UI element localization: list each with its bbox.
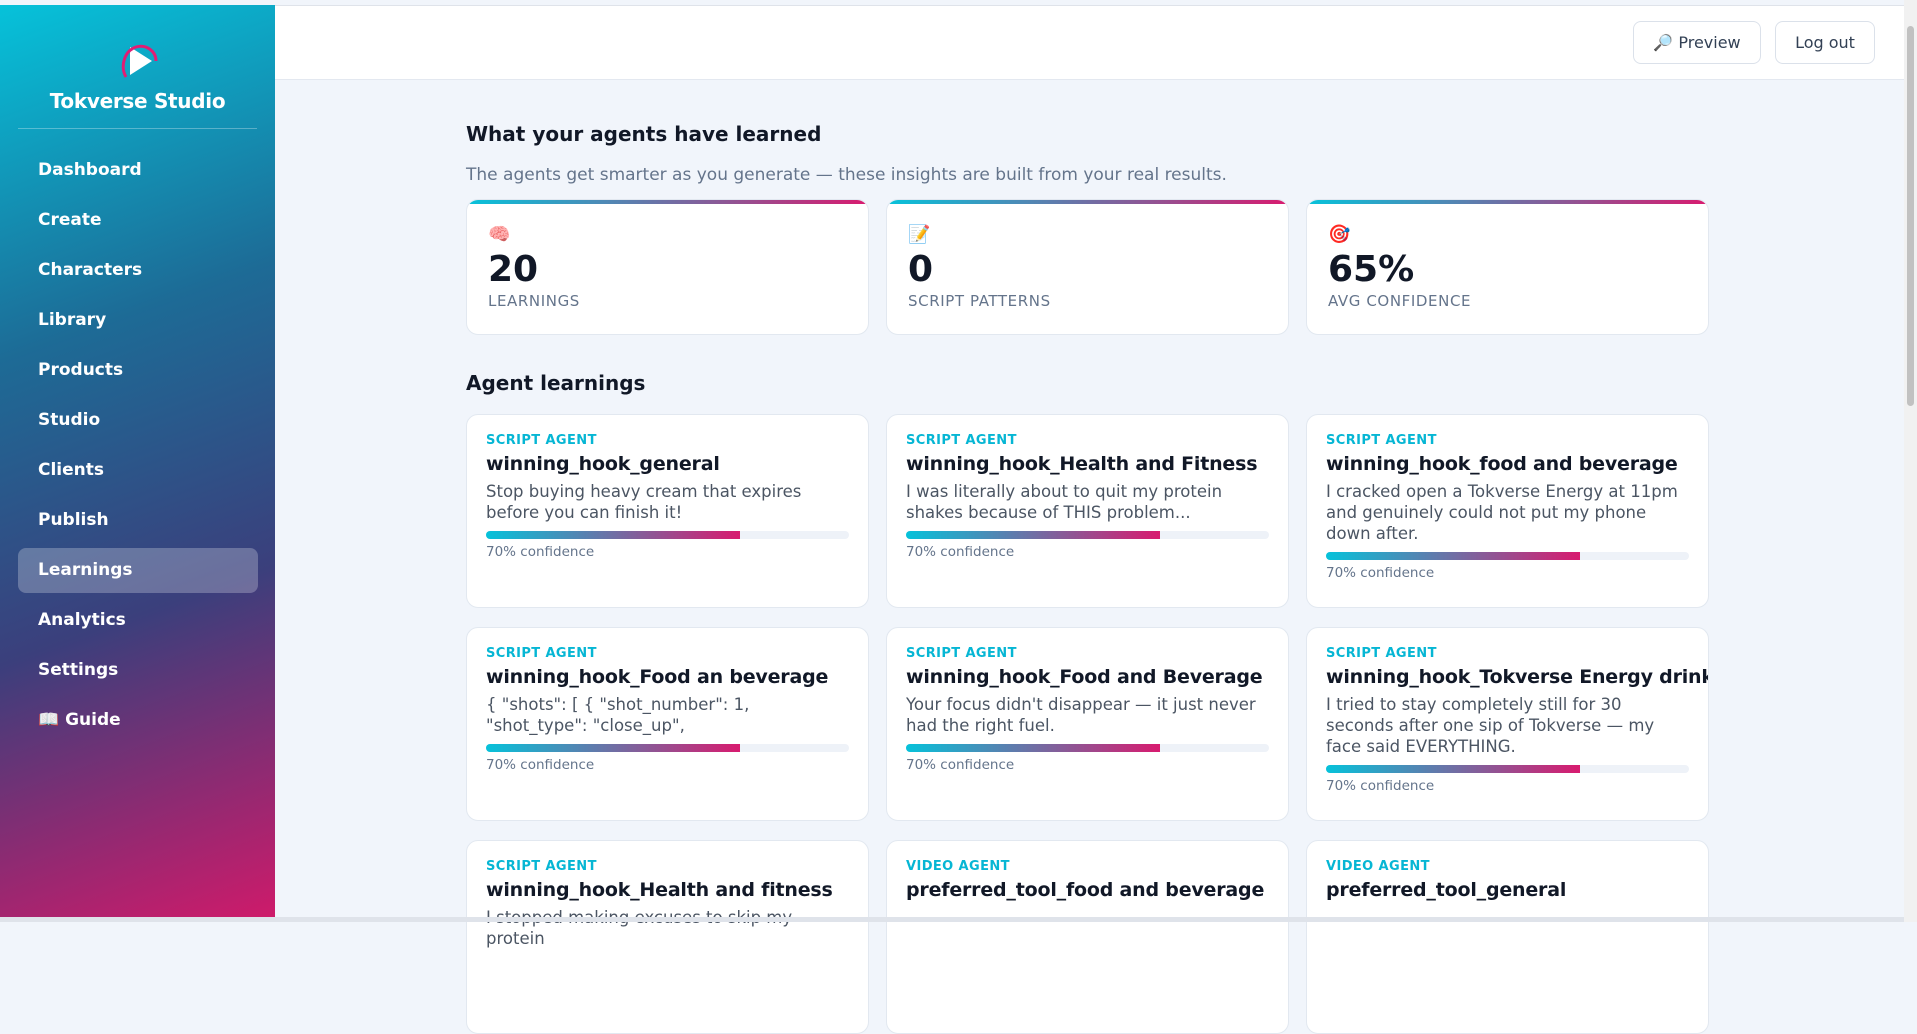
learning-card: SCRIPT AGENT winning_hook_Food an beverag…: [466, 627, 869, 821]
confidence-track: [1326, 552, 1689, 560]
confidence-label: 70% confidence: [1326, 778, 1435, 794]
agent-label: SCRIPT AGENT: [1326, 433, 1437, 448]
learning-title: winning_hook_food and beverage: [1326, 453, 1678, 475]
stat-value: 65%: [1328, 249, 1415, 290]
nav: Dashboard Create Characters Library Products…: [18, 148, 258, 748]
learning-text: I tried to stay completely still for 30 …: [1326, 695, 1655, 756]
logo: [121, 44, 158, 78]
logout-button[interactable]: Log out: [1775, 21, 1875, 64]
scroll-thumb[interactable]: [1907, 26, 1914, 406]
learning-title: winning_hook_Health and Fitness: [906, 453, 1258, 475]
stat-card: 🧠 20 LEARNINGS: [466, 199, 869, 335]
learning-card: SCRIPT AGENT winning_hook_Health and Fitn…: [886, 414, 1289, 608]
cards: SCRIPT AGENT winning_hook_general Stop buy…: [466, 414, 1709, 1034]
learning-text: Your focus didn't disappear — it just ne…: [906, 695, 1256, 735]
confidence-label: 70% confidence: [906, 544, 1015, 560]
nav-item[interactable]: Settings: [38, 660, 119, 680]
stat-label: LEARNINGS: [488, 292, 580, 310]
confidence-bar: [486, 744, 741, 752]
nav-item[interactable]: Analytics: [38, 610, 126, 630]
learning-card: VIDEO AGENT preferred_tool_general: [1306, 840, 1709, 1034]
learning-title: preferred_tool_food and beverage: [906, 879, 1265, 901]
confidence-bar: [1326, 765, 1581, 773]
confidence-track: [906, 531, 1269, 539]
learning-card: SCRIPT AGENT winning_hook_general Stop buy…: [466, 414, 869, 608]
agent-label: VIDEO AGENT: [1326, 859, 1430, 874]
stat-value: 0: [908, 249, 934, 290]
nav-item[interactable]: Clients: [38, 460, 105, 480]
stat-icon: 📝: [908, 224, 931, 245]
nav-item[interactable]: Create: [38, 210, 102, 230]
confidence-track: [906, 744, 1269, 752]
agent-label: SCRIPT AGENT: [486, 646, 597, 661]
nav-item[interactable]: Products: [38, 360, 124, 380]
learning-text: I was literally about to quit my protein…: [906, 482, 1223, 522]
stat-label: AVG CONFIDENCE: [1328, 292, 1472, 310]
learning-card: SCRIPT AGENT winning_hook_Food and Bevera…: [886, 627, 1289, 821]
learning-text: I cracked open a Tokverse Energy at 11pm…: [1326, 482, 1678, 543]
nav-item[interactable]: Learnings: [18, 548, 258, 593]
divider: [18, 128, 257, 129]
stats: 🧠 20 LEARNINGS 📝 0 SCRIPT PATTERNS 🎯 65% AVG CON…: [466, 199, 1709, 335]
learning-title: preferred_tool_general: [1326, 879, 1567, 901]
subtitle: The agents get smarter as you generate —…: [466, 165, 1227, 185]
confidence-bar: [1326, 552, 1581, 560]
nav-item[interactable]: Dashboard: [38, 160, 142, 180]
learning-text: I stopped making excuses to skip my prot…: [486, 908, 792, 948]
confidence-label: 70% confidence: [906, 757, 1015, 773]
agent-label: VIDEO AGENT: [906, 859, 1010, 874]
nav-item[interactable]: Library: [38, 310, 107, 330]
stat-icon: 🎯: [1328, 224, 1351, 245]
confidence-track: [486, 744, 849, 752]
sidebar: Tokverse Studio Dashboard Create Character…: [0, 5, 275, 922]
nav-item[interactable]: Characters: [38, 260, 143, 280]
confidence-bar: [906, 744, 1161, 752]
confidence-label: 70% confidence: [486, 544, 595, 560]
learning-card: SCRIPT AGENT winning_hook_Tokverse Energy…: [1306, 627, 1709, 821]
bottom-edge: [0, 917, 1904, 922]
confidence-label: 70% confidence: [1326, 565, 1435, 581]
agent-label: SCRIPT AGENT: [906, 646, 1017, 661]
agent-label: SCRIPT AGENT: [906, 433, 1017, 448]
learning-card: SCRIPT AGENT winning_hook_Health and fitn…: [466, 840, 869, 1034]
learning-title: winning_hook_Tokverse Energy drink: [1326, 666, 1709, 688]
confidence-bar: [906, 531, 1161, 539]
brand: Tokverse Studio: [49, 89, 226, 113]
section-title: Agent learnings: [466, 371, 646, 395]
confidence-label: 70% confidence: [486, 757, 595, 773]
nav-item[interactable]: Studio: [38, 410, 101, 430]
confidence-track: [1326, 765, 1689, 773]
stat-card: 📝 0 SCRIPT PATTERNS: [886, 199, 1289, 335]
agent-label: SCRIPT AGENT: [1326, 646, 1437, 661]
agent-label: SCRIPT AGENT: [486, 433, 597, 448]
stat-icon: 🧠: [488, 224, 511, 245]
learning-card: SCRIPT AGENT winning_hook_food and bevera…: [1306, 414, 1709, 608]
nav-item[interactable]: Publish: [38, 510, 109, 530]
learning-title: winning_hook_Food and Beverage: [906, 666, 1263, 688]
scrollbar[interactable]: [1904, 0, 1917, 922]
confidence-bar: [486, 531, 741, 539]
stat-card: 🎯 65% AVG CONFIDENCE: [1306, 199, 1709, 335]
confidence-track: [486, 531, 849, 539]
nav-item[interactable]: 📖 Guide: [38, 710, 121, 730]
stat-value: 20: [488, 249, 539, 290]
preview-button[interactable]: 🔎 Preview: [1633, 21, 1761, 64]
learning-text: { "shots": [ { "shot_number": 1, "shot_t…: [486, 695, 750, 735]
learning-title: winning_hook_general: [486, 453, 720, 475]
agent-label: SCRIPT AGENT: [486, 859, 597, 874]
learning-title: winning_hook_Health and fitness: [486, 879, 833, 901]
learning-title: winning_hook_Food an beverage: [486, 666, 829, 688]
topbar: 🔎 Preview Log out: [275, 5, 1904, 80]
stat-label: SCRIPT PATTERNS: [908, 292, 1051, 310]
learning-text: Stop buying heavy cream that expires bef…: [486, 482, 802, 522]
page-title: What your agents have learned: [466, 122, 822, 146]
learning-card: VIDEO AGENT preferred_tool_food and bever…: [886, 840, 1289, 1034]
